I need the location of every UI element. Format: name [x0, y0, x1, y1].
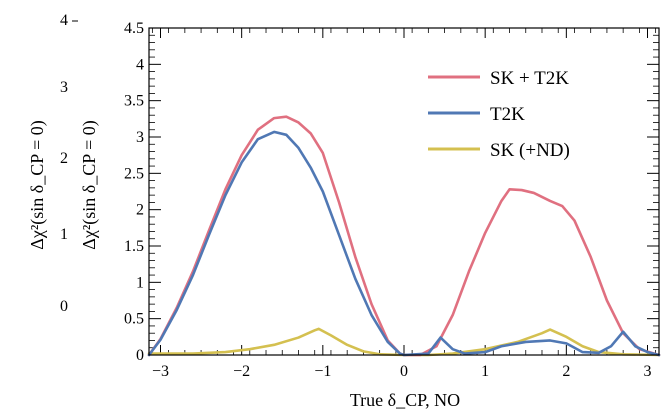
x-tick-label: −1: [314, 363, 331, 380]
y-axis-title: Δχ²(sin δ_CP = 0): [79, 120, 100, 249]
legend-item: SK (+ND): [428, 140, 570, 161]
x-tick-label: 3: [644, 363, 652, 380]
y-tick-label: 2: [136, 202, 144, 219]
series-line: [147, 115, 661, 357]
plot-frame: [148, 27, 660, 356]
x-axis-title: True δ_CP, NO: [350, 390, 460, 410]
y-tick-label: 3: [136, 129, 144, 146]
legend-item: SK + T2K: [428, 68, 569, 89]
legend-label: T2K: [490, 104, 525, 125]
x-tick-label: 2: [562, 363, 570, 380]
background-tick-label: 4: [60, 12, 68, 29]
background-tick-label: 3: [60, 79, 68, 96]
y-tick-label: 0.5: [124, 311, 144, 328]
background-tick-label: 1: [60, 226, 68, 243]
x-tick-label: 1: [481, 363, 489, 380]
y-tick-label: 4: [136, 56, 144, 73]
axis-ticks: −3 −2 −1 0 1 2 3 0 0.5 1 1.5 2 2.5 3 3.5 4 4.5: [124, 20, 659, 380]
background-tick-label: 0: [60, 298, 68, 315]
legend-label: SK + T2K: [490, 68, 569, 89]
x-tick-label: −3: [152, 363, 169, 380]
background-y-axis-title: Δχ²(sin δ_CP = 0): [27, 120, 48, 249]
y-tick-label: 1: [136, 274, 144, 291]
legend-label: SK (+ND): [490, 140, 570, 161]
x-tick-label: 0: [400, 363, 408, 380]
background-axis: 4 3 2 1 0 Δχ²(sin δ_CP = 0): [27, 12, 78, 315]
background-tick-label: 2: [60, 150, 68, 167]
series-line: [147, 130, 661, 357]
plot-area: [147, 115, 661, 357]
y-tick-label: 0: [136, 347, 144, 364]
y-tick-label: 2.5: [124, 165, 144, 182]
y-tick-label: 3.5: [124, 93, 144, 110]
x-tick-label: −2: [233, 363, 250, 380]
legend: SK + T2K T2K SK (+ND): [428, 68, 570, 161]
legend-item: T2K: [428, 104, 525, 125]
y-tick-label: 4.5: [124, 20, 144, 37]
y-tick-label: 1.5: [124, 238, 144, 255]
